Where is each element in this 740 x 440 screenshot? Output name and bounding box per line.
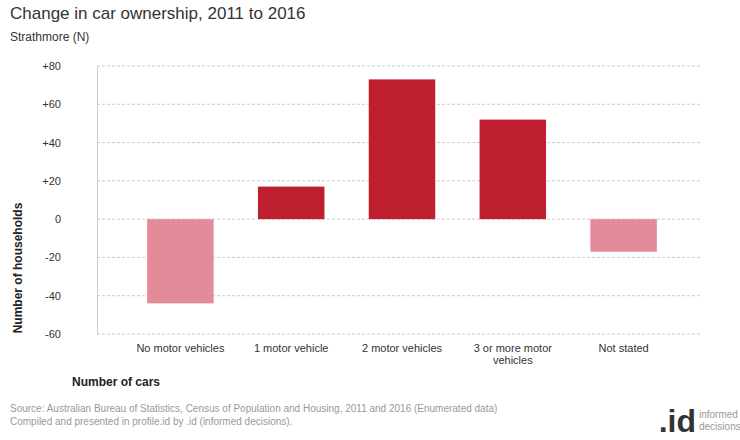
bar bbox=[590, 219, 656, 252]
logo-text: decisions bbox=[699, 421, 740, 432]
x-tick: Not stated bbox=[599, 334, 649, 354]
x-axis-title: Number of cars bbox=[72, 375, 160, 389]
y-axis-title: Number of households bbox=[11, 202, 25, 333]
chart: +80 +60 +40 +20 0 -20 -40 -60 No motor vehicles 1… bbox=[0, 0, 740, 440]
x-tick-label: 3 or more motorvehicles bbox=[474, 342, 553, 366]
bar bbox=[480, 120, 546, 220]
x-tick-label: 1 motor vehicle bbox=[254, 342, 329, 354]
subtitle: Strathmore (N) bbox=[10, 30, 89, 44]
logo-mark: .id bbox=[659, 403, 696, 439]
y-tick-label: +20 bbox=[42, 175, 61, 187]
x-tick: 3 or more motorvehicles bbox=[474, 334, 553, 366]
y-tick-label: +80 bbox=[42, 60, 61, 72]
y-tick: -40 bbox=[45, 290, 97, 302]
x-tick: 1 motor vehicle bbox=[254, 334, 329, 354]
y-tick: +40 bbox=[42, 137, 97, 149]
bar bbox=[147, 219, 213, 303]
x-tick-label: 2 motor vehicles bbox=[362, 342, 443, 354]
grid-line bbox=[97, 66, 700, 67]
y-tick-label: -60 bbox=[45, 328, 61, 340]
y-axis-line bbox=[97, 67, 98, 335]
grid bbox=[97, 66, 700, 334]
x-axis-line bbox=[126, 334, 680, 335]
y-tick-label: -40 bbox=[45, 290, 61, 302]
x-tick: No motor vehicles bbox=[136, 334, 225, 354]
y-tick: -20 bbox=[45, 251, 97, 263]
x-tick-label: No motor vehicles bbox=[136, 342, 225, 354]
y-tick: 0 bbox=[55, 213, 97, 225]
y-tick: -60 bbox=[45, 328, 97, 340]
source: Source: Australian Bureau of Statistics,… bbox=[10, 403, 497, 414]
grid-line bbox=[97, 334, 700, 335]
y-tick: +80 bbox=[42, 60, 97, 72]
y-axis: +80 +60 +40 +20 0 -20 -40 -60 bbox=[42, 60, 97, 340]
x-axis: No motor vehicles 1 motor vehicle 2 motor … bbox=[126, 334, 680, 366]
y-tick-label: +60 bbox=[42, 98, 61, 110]
source: Compiled and presented in profile.id by … bbox=[10, 416, 292, 427]
bars bbox=[147, 79, 657, 303]
x-tick-label: Not stated bbox=[599, 342, 649, 354]
y-tick: +60 bbox=[42, 98, 97, 110]
logo-text: informed bbox=[699, 409, 738, 420]
y-tick-label: -20 bbox=[45, 251, 61, 263]
x-tick: 2 motor vehicles bbox=[362, 334, 443, 354]
title: Change in car ownership, 2011 to 2016 bbox=[10, 4, 306, 23]
y-tick-label: 0 bbox=[55, 213, 61, 225]
bar bbox=[258, 187, 324, 220]
bar bbox=[369, 79, 435, 219]
y-tick: +20 bbox=[42, 175, 97, 187]
y-tick-label: +40 bbox=[42, 137, 61, 149]
